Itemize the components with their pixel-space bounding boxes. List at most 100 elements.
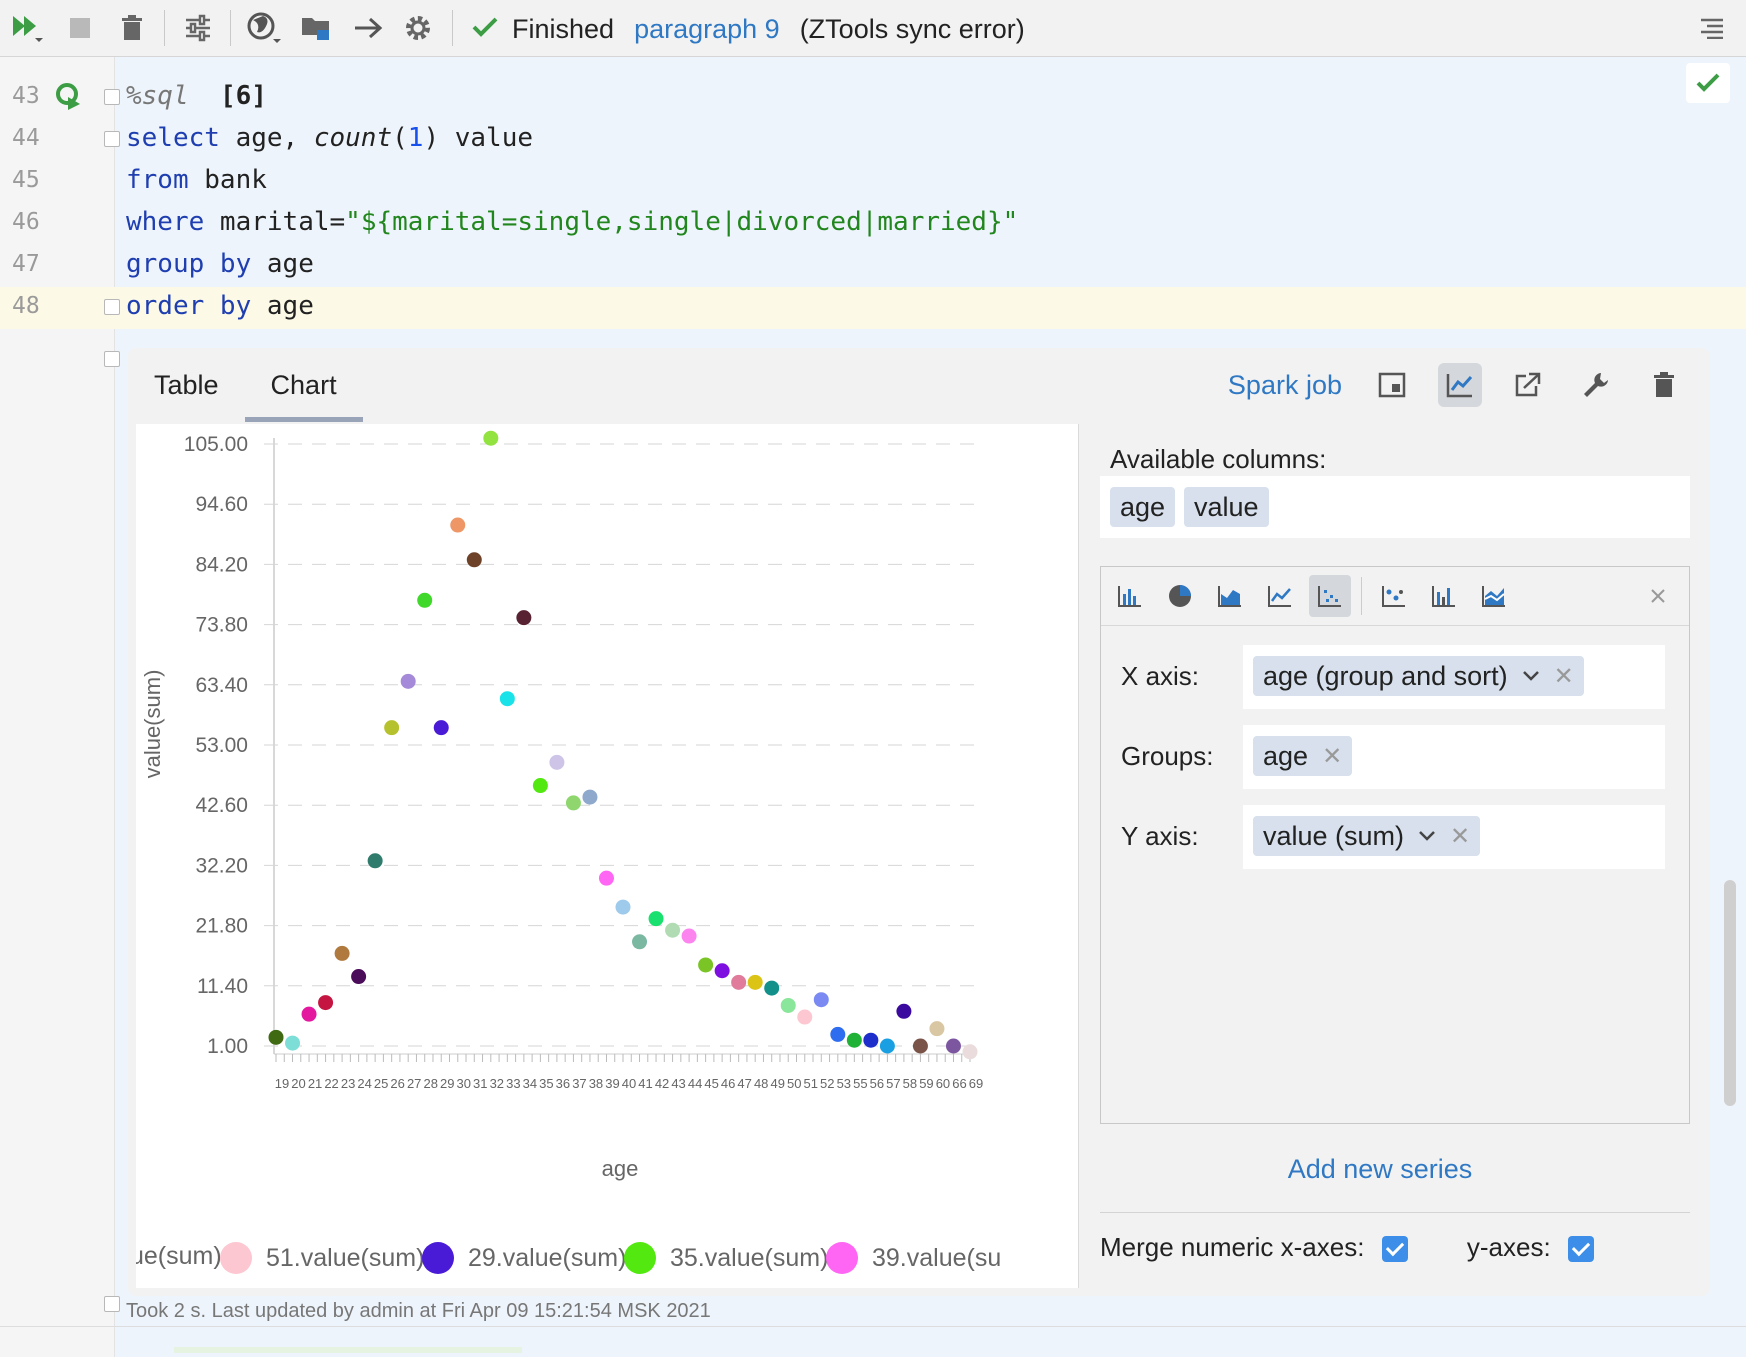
column-chip-value[interactable]: value	[1184, 487, 1269, 527]
data-point[interactable]	[499, 691, 515, 707]
pie-chart-icon[interactable]	[1159, 575, 1201, 617]
line-chart-icon[interactable]	[1259, 575, 1301, 617]
remove-icon[interactable]: ✕	[1322, 742, 1343, 770]
run-all-icon[interactable]	[10, 10, 46, 46]
spark-job-link[interactable]: Spark job	[1227, 369, 1342, 400]
remove-icon[interactable]: ✕	[1450, 822, 1471, 850]
code-line[interactable]: 47 group by age	[12, 249, 314, 279]
data-point[interactable]	[532, 778, 548, 794]
expand-frame-icon[interactable]	[1370, 363, 1414, 407]
data-point[interactable]	[384, 720, 400, 736]
scatter-chart-icon[interactable]	[1309, 575, 1351, 617]
bubble-chart-icon[interactable]	[1373, 575, 1415, 617]
data-point[interactable]	[830, 1026, 846, 1042]
data-point[interactable]	[797, 1009, 813, 1025]
data-point[interactable]	[516, 610, 532, 626]
data-point[interactable]	[896, 1003, 912, 1019]
data-point[interactable]	[268, 1029, 284, 1045]
chevron-down-icon[interactable]	[1418, 825, 1436, 848]
stacked-area-icon[interactable]	[1473, 575, 1515, 617]
data-point[interactable]	[285, 1035, 301, 1051]
scatter-chart[interactable]: 105.00 94.60 84.20 73.80 63.40 53.00 42.60 32.2…	[136, 424, 1079, 1288]
y-axis-chip[interactable]: value (sum) ✕	[1253, 816, 1481, 856]
data-point[interactable]	[367, 853, 383, 869]
data-point[interactable]	[318, 995, 334, 1011]
menu-lines-icon[interactable]	[1694, 10, 1730, 46]
groups-field[interactable]: age ✕	[1243, 725, 1665, 789]
data-point[interactable]	[912, 1038, 928, 1054]
settings-sliders-icon[interactable]	[180, 10, 216, 46]
add-new-series-link[interactable]: Add new series	[1287, 1154, 1473, 1184]
vertical-scrollbar[interactable]	[1724, 880, 1736, 1106]
data-point[interactable]	[549, 754, 565, 770]
data-point[interactable]	[301, 1006, 317, 1022]
tab-table[interactable]: Table	[154, 369, 219, 400]
web-globe-icon[interactable]	[246, 10, 282, 46]
remove-icon[interactable]: ✕	[1553, 662, 1574, 690]
data-point[interactable]	[731, 974, 747, 990]
bar-chart-icon[interactable]	[1109, 575, 1151, 617]
data-point[interactable]	[879, 1038, 895, 1054]
code-line[interactable]: 46 where marital="${marital=single,singl…	[12, 207, 1019, 237]
data-point[interactable]	[400, 673, 416, 689]
data-point[interactable]	[466, 552, 482, 568]
paragraph-link[interactable]: paragraph 9	[634, 13, 780, 44]
code-line[interactable]: 45 from bank	[12, 165, 267, 195]
area-chart-icon[interactable]	[1209, 575, 1251, 617]
arrow-right-icon[interactable]	[350, 10, 386, 46]
merge-y-axes-checkbox[interactable]	[1567, 1236, 1594, 1263]
merge-x-axes-checkbox[interactable]	[1381, 1236, 1408, 1263]
data-point[interactable]	[962, 1044, 978, 1060]
data-point[interactable]	[433, 720, 449, 736]
data-point[interactable]	[334, 945, 350, 961]
data-point[interactable]	[945, 1038, 961, 1054]
x-axis-field[interactable]: age (group and sort) ✕	[1243, 645, 1665, 709]
stop-icon[interactable]	[62, 10, 98, 46]
x-axis-chip[interactable]: age (group and sort) ✕	[1253, 656, 1584, 696]
data-point[interactable]	[681, 928, 697, 944]
data-point[interactable]	[698, 957, 714, 973]
legend-item[interactable]: ue(sum)	[136, 1242, 222, 1271]
data-point[interactable]	[417, 592, 433, 608]
data-point[interactable]	[714, 963, 730, 979]
chevron-down-icon[interactable]	[1522, 665, 1540, 688]
data-point[interactable]	[351, 969, 367, 985]
data-point[interactable]	[665, 922, 681, 938]
legend-item[interactable]: 39.value(su	[826, 1242, 1001, 1274]
tab-chart[interactable]: Chart	[244, 348, 363, 422]
data-point[interactable]	[632, 934, 648, 950]
code-line[interactable]: 44 select age, count(1) value	[12, 123, 534, 153]
chart-view-icon[interactable]	[1438, 363, 1482, 407]
data-point[interactable]	[565, 795, 581, 811]
data-point[interactable]	[929, 1021, 945, 1037]
data-point[interactable]	[483, 430, 499, 446]
delete-result-icon[interactable]	[1642, 363, 1686, 407]
data-point[interactable]	[615, 899, 631, 915]
folder-icon[interactable]	[298, 10, 334, 46]
delete-icon[interactable]	[114, 10, 150, 46]
open-external-icon[interactable]	[1506, 363, 1550, 407]
wrench-icon[interactable]	[1574, 363, 1618, 407]
legend-item[interactable]: 35.value(sum)	[624, 1242, 828, 1274]
data-point[interactable]	[780, 997, 796, 1013]
y-axis-field[interactable]: value (sum) ✕	[1243, 805, 1665, 869]
groups-chip[interactable]: age ✕	[1253, 736, 1353, 776]
data-point[interactable]	[863, 1032, 879, 1048]
gear-icon[interactable]	[400, 10, 436, 46]
legend-item[interactable]: 29.value(sum)	[422, 1242, 626, 1274]
legend-item[interactable]: 51.value(sum)	[220, 1242, 424, 1274]
code-line[interactable]: 43 %sql [6]	[0, 77, 1746, 119]
data-point[interactable]	[764, 980, 780, 996]
grouped-bar-icon[interactable]	[1423, 575, 1465, 617]
data-point[interactable]	[648, 911, 664, 927]
data-point[interactable]	[846, 1032, 862, 1048]
close-series-icon[interactable]	[1637, 575, 1679, 617]
column-chip-age[interactable]: age	[1110, 487, 1176, 527]
data-point[interactable]	[582, 789, 598, 805]
data-point[interactable]	[747, 974, 763, 990]
data-point[interactable]	[813, 992, 829, 1008]
data-point[interactable]	[450, 517, 466, 533]
run-paragraph-icon[interactable]	[56, 83, 82, 118]
data-point[interactable]	[598, 870, 614, 886]
code-line-current[interactable]: 48 order by age	[0, 287, 1746, 329]
